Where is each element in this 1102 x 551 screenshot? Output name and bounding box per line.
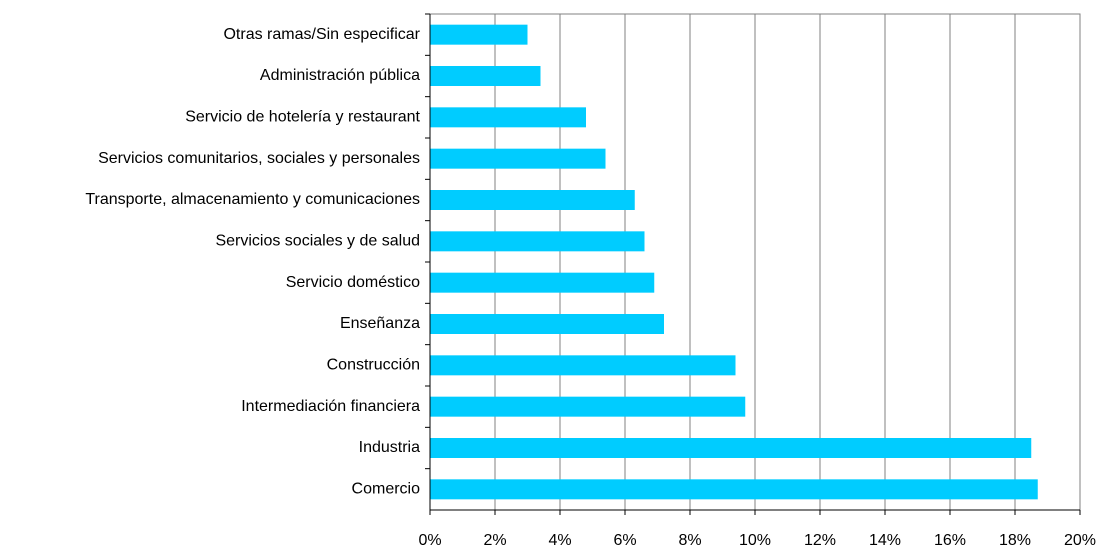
bar: [430, 314, 664, 334]
y-tick-label: Intermediación financiera: [241, 398, 420, 415]
x-tick-label: 8%: [678, 532, 701, 549]
y-tick-label: Otras ramas/Sin especificar: [223, 26, 420, 43]
x-tick-label: 4%: [548, 532, 571, 549]
y-tick-label: Servicios comunitarios, sociales y perso…: [98, 150, 420, 167]
bar: [430, 24, 528, 45]
x-tick-label: 0%: [418, 532, 441, 549]
bar: [430, 148, 606, 169]
y-tick-label: Servicio doméstico: [286, 274, 420, 291]
y-tick-label: Industria: [359, 439, 420, 456]
y-tick-label: Servicio de hotelería y restaurant: [185, 109, 420, 126]
bar: [430, 66, 541, 86]
y-tick-label: Servicios sociales y de salud: [215, 233, 420, 250]
x-tick-label: 16%: [934, 532, 966, 549]
y-tick-label: Transporte, almacenamiento y comunicacio…: [85, 191, 420, 208]
x-tick-label: 20%: [1064, 532, 1096, 549]
bar: [430, 355, 736, 376]
y-tick-label: Enseñanza: [340, 315, 420, 332]
x-tick-label: 6%: [613, 532, 636, 549]
bar: [430, 231, 645, 252]
bar: [430, 272, 655, 293]
y-tick-label: Administración pública: [260, 67, 420, 84]
x-tick-label: 14%: [869, 532, 901, 549]
x-tick-label: 12%: [804, 532, 836, 549]
bar: [430, 479, 1038, 500]
bar: [430, 438, 1032, 458]
y-tick-label: Comercio: [352, 481, 421, 498]
y-tick-label: Construcción: [327, 357, 420, 374]
bar: [430, 190, 635, 210]
x-tick-label: 10%: [739, 532, 771, 549]
x-tick-label: 18%: [999, 532, 1031, 549]
bar: [430, 107, 586, 128]
x-tick-label: 2%: [483, 532, 506, 549]
bar: [430, 396, 746, 417]
